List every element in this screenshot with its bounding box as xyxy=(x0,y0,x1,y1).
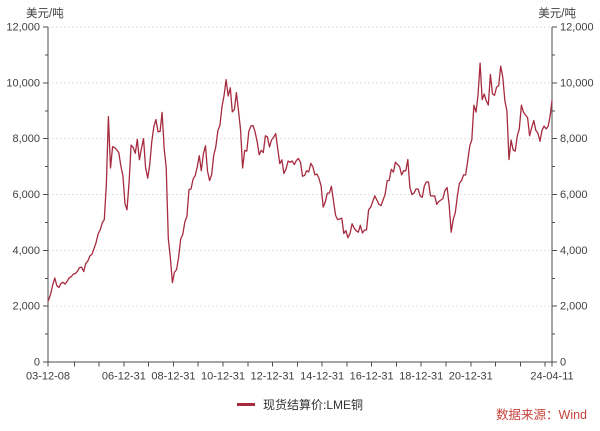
y-tick-label-left: 4,000 xyxy=(12,245,40,257)
legend-series-label: 现货结算价:LME铜 xyxy=(262,398,363,412)
y-tick-label-right: 10,000 xyxy=(560,77,594,89)
x-tick-label: 14-12-31 xyxy=(300,371,344,383)
x-tick-label: 10-12-31 xyxy=(201,371,245,383)
x-ticks xyxy=(47,362,553,367)
y-tick-label-left: 10,000 xyxy=(6,77,40,89)
y-tick-label-right: 12,000 xyxy=(560,22,594,34)
x-tick-label: 18-12-31 xyxy=(399,371,443,383)
y-tick-label-left: 0 xyxy=(34,357,40,369)
x-tick-label: 24-04-11 xyxy=(530,371,573,383)
y-tick-label-left: 2,000 xyxy=(12,301,40,313)
x-tick-label: 03-12-08 xyxy=(26,371,70,383)
y-tick-label-right: 2,000 xyxy=(560,301,588,313)
y-axis-unit-left: 美元/吨 xyxy=(26,8,64,20)
y-tick-label-left: 6,000 xyxy=(12,189,40,201)
y-tick-label-left: 12,000 xyxy=(6,22,40,34)
y-tick-labels: 0 0 2,000 2,000 4,000 4,000 6,000 6,000 8,000 8,0… xyxy=(6,22,593,369)
y-axis-unit-right: 美元/吨 xyxy=(538,8,576,20)
x-tick-labels: 03-12-08 06-12-31 08-12-31 10-12-31 12-12-31… xyxy=(26,371,574,383)
y-ticks xyxy=(43,26,557,363)
x-tick-label: 16-12-31 xyxy=(350,371,394,383)
y-tick-label-right: 6,000 xyxy=(560,189,588,201)
y-tick-label-right: 8,000 xyxy=(560,133,588,145)
x-tick-label: 20-12-31 xyxy=(449,371,493,383)
y-tick-label-right: 0 xyxy=(560,357,566,369)
legend-line-marker xyxy=(236,403,255,406)
price-line-series xyxy=(47,62,553,303)
y-gridlines xyxy=(48,26,552,307)
x-tick-label: 12-12-31 xyxy=(251,371,295,383)
y-tick-label-left: 8,000 xyxy=(12,133,40,145)
legend: 现货结算价:LME铜 xyxy=(0,396,600,413)
x-tick-label: 08-12-31 xyxy=(151,371,195,383)
x-tick-label: 06-12-31 xyxy=(102,371,146,383)
data-source-note: 数据来源：Wind xyxy=(496,408,587,422)
y-tick-label-right: 4,000 xyxy=(560,245,588,257)
